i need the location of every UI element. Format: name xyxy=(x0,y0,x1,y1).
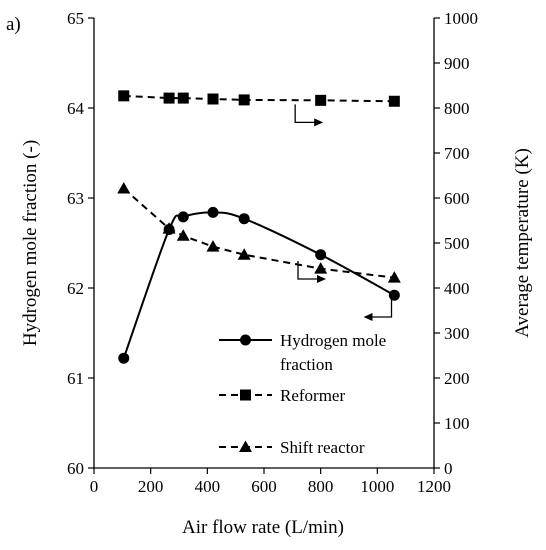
y-left-tick-label: 61 xyxy=(67,369,84,388)
data-point xyxy=(176,229,190,241)
legend-label: Reformer xyxy=(280,386,345,405)
y-right-tick-label: 700 xyxy=(444,144,470,163)
y-left-tick-label: 62 xyxy=(67,279,84,298)
x-axis-title: Air flow rate (L/min) xyxy=(182,517,344,538)
y-axis-right: 0 100 200 300 400 500 600 700 800 900 1000 xyxy=(434,9,478,478)
axis-arrow xyxy=(294,104,324,127)
legend-entry: Reformer xyxy=(219,386,345,405)
arrow-line xyxy=(297,261,320,280)
axis-arrow xyxy=(363,297,393,321)
y-left-tick-label: 65 xyxy=(67,9,84,28)
y-axis-right-title: Average temperature (K) xyxy=(512,148,533,338)
arrow-head xyxy=(317,275,326,283)
y-right-tick-label: 0 xyxy=(444,459,453,478)
x-tick-label: 1000 xyxy=(360,477,394,496)
data-point xyxy=(117,182,131,194)
data-point xyxy=(387,271,401,283)
data-point xyxy=(162,222,176,234)
legend-label: fraction xyxy=(280,355,333,374)
data-point xyxy=(177,92,189,104)
arrow-head xyxy=(314,118,324,127)
arrow-layer xyxy=(294,104,393,321)
x-tick-label: 800 xyxy=(308,477,334,496)
legend-label: Shift reactor xyxy=(280,438,365,457)
legend: Hydrogen mole fraction Reformer Shift react… xyxy=(219,331,386,457)
data-point xyxy=(177,211,189,223)
y-axis-left: 60 61 62 63 64 65 xyxy=(67,9,94,478)
y-axis-left-title: Hydrogen mole fraction (-) xyxy=(20,140,41,346)
x-tick-label: 600 xyxy=(251,477,277,496)
y-right-tick-label: 300 xyxy=(444,324,470,343)
y-right-tick-label: 400 xyxy=(444,279,470,298)
y-right-tick-label: 1000 xyxy=(444,9,478,28)
legend-swatch-marker xyxy=(239,440,252,452)
legend-swatch-marker xyxy=(240,389,251,401)
x-tick-label: 200 xyxy=(138,477,164,496)
y-right-tick-label: 800 xyxy=(444,99,470,118)
legend-swatch-marker xyxy=(240,334,251,346)
series-hydrogen-mole-fraction xyxy=(118,206,400,364)
y-right-tick-label: 600 xyxy=(444,189,470,208)
x-tick-label: 1200 xyxy=(417,477,451,496)
data-point xyxy=(207,93,219,105)
data-point xyxy=(315,94,327,106)
y-right-tick-label: 500 xyxy=(444,234,470,253)
data-point xyxy=(206,240,220,252)
data-point xyxy=(237,248,251,260)
data-point xyxy=(388,289,400,301)
legend-label: Hydrogen mole xyxy=(280,331,386,350)
y-right-tick-label: 900 xyxy=(444,54,470,73)
x-tick-label: 0 xyxy=(90,477,99,496)
y-left-tick-label: 63 xyxy=(67,189,84,208)
plot-frame xyxy=(93,18,435,469)
y-right-tick-label: 100 xyxy=(444,414,470,433)
data-point xyxy=(163,92,175,104)
arrow-line xyxy=(294,104,318,124)
data-point xyxy=(118,90,130,102)
legend-entry: Hydrogen mole fraction xyxy=(219,331,386,374)
y-right-tick-label: 200 xyxy=(444,369,470,388)
data-point xyxy=(118,352,130,364)
data-point xyxy=(388,95,400,107)
arrow-line xyxy=(369,297,393,318)
data-point xyxy=(314,262,328,274)
arrow-head xyxy=(363,313,373,321)
y-left-tick-label: 64 xyxy=(67,99,85,118)
data-point xyxy=(315,249,327,261)
data-point xyxy=(238,94,250,106)
series-layer xyxy=(117,90,401,364)
series-reformer xyxy=(118,90,400,107)
x-axis: 0 200 400 600 800 1000 1200 xyxy=(90,468,451,496)
data-point xyxy=(207,206,219,218)
axis-arrow xyxy=(297,261,326,283)
legend-entry: Shift reactor xyxy=(219,438,365,457)
y-left-tick-label: 60 xyxy=(67,459,84,478)
panel-label: a) xyxy=(6,14,21,35)
series-shift-reactor xyxy=(117,182,401,283)
x-tick-label: 400 xyxy=(195,477,221,496)
data-point xyxy=(238,213,250,225)
